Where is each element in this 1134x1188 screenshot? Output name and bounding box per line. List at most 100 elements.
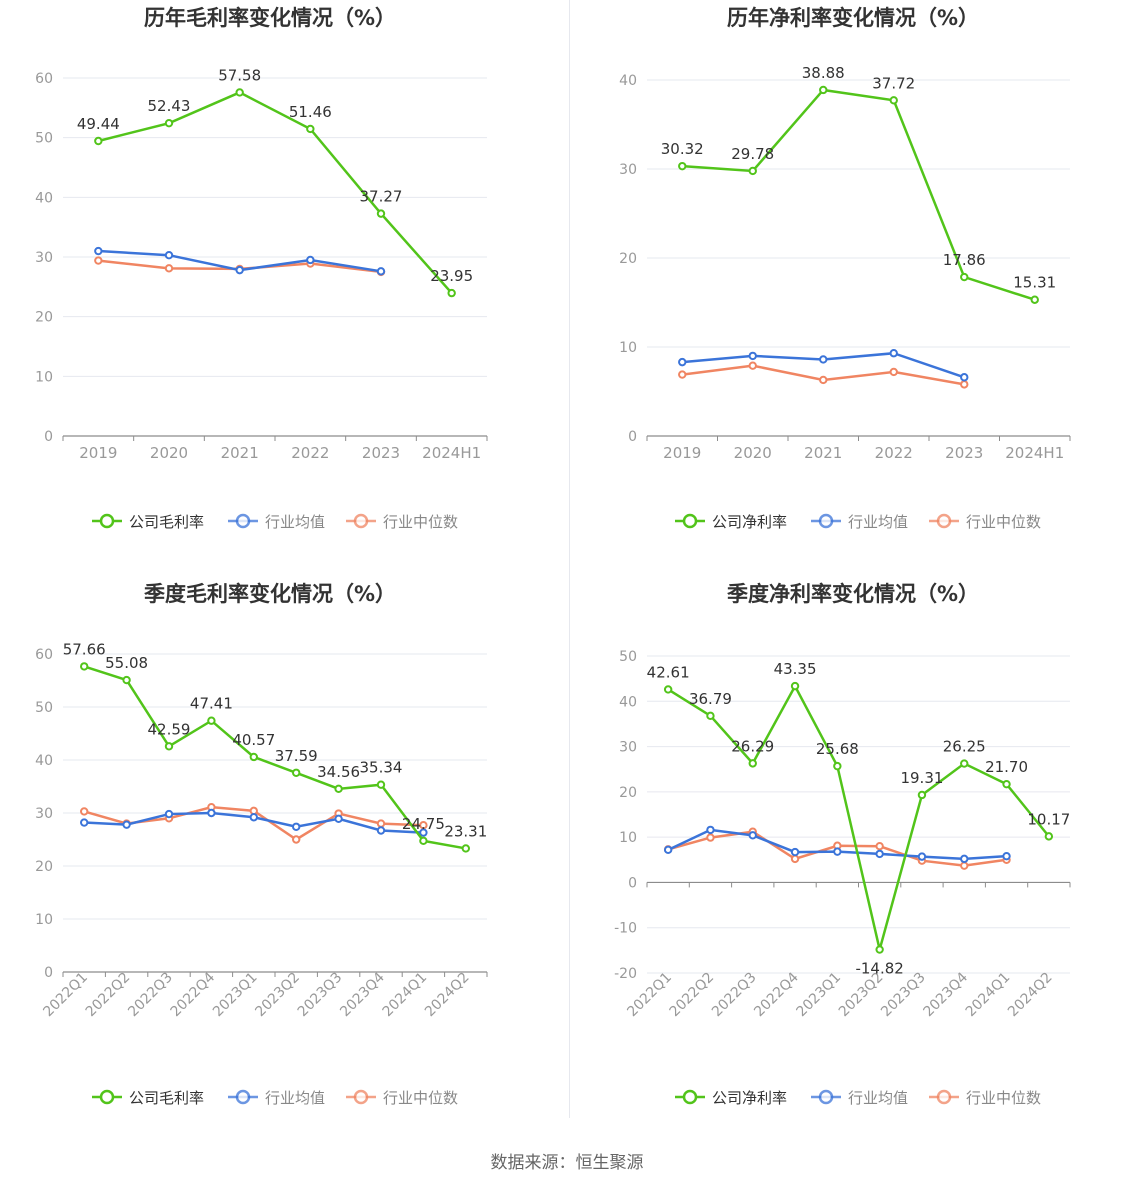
data-point-company xyxy=(376,780,386,789)
data-point-company xyxy=(833,761,842,771)
data-label: 26.29 xyxy=(731,737,774,755)
data-point-avg xyxy=(122,820,131,829)
data-point-avg xyxy=(748,831,757,840)
data-point-avg xyxy=(960,854,969,864)
x-tick-label: 2022 xyxy=(875,444,913,462)
data-point-company xyxy=(235,88,244,97)
legend-swatch-marker xyxy=(682,513,698,529)
data-point-company xyxy=(706,711,715,721)
y-tick-label: 0 xyxy=(628,875,637,891)
x-tick-label: 2021 xyxy=(804,444,842,462)
legend-label: 行业均值 xyxy=(848,1089,908,1107)
x-tick-label: 2022Q2 xyxy=(667,970,718,1021)
data-label: 49.44 xyxy=(77,115,120,133)
data-label: 38.88 xyxy=(802,64,845,82)
data-point-median xyxy=(960,380,969,389)
y-tick-label: -10 xyxy=(614,921,637,937)
chart-quarterly-gross: 季度毛利率变化情况（%）01020304050602022Q12022Q2202… xyxy=(35,582,488,1107)
x-tick-label: 2024Q1 xyxy=(380,970,431,1021)
data-label: 42.59 xyxy=(148,720,191,738)
legend-swatch-marker xyxy=(235,513,251,529)
chart-title: 历年毛利率变化情况（%） xyxy=(144,6,396,30)
legend-label: 行业中位数 xyxy=(966,513,1041,531)
x-tick-label: 2022Q3 xyxy=(125,970,176,1021)
x-tick-label: 2022Q4 xyxy=(168,969,219,1020)
data-point-median xyxy=(292,835,301,844)
x-tick-label: 2020 xyxy=(150,444,188,462)
data-point-avg xyxy=(235,265,244,275)
x-tick-label: 2023 xyxy=(945,444,983,462)
y-tick-label: 60 xyxy=(35,71,53,87)
y-tick-label: 0 xyxy=(44,429,53,445)
x-tick-label: 2023Q4 xyxy=(337,969,388,1020)
legend-item-company: 公司净利率 xyxy=(675,513,787,531)
legend-item-avg: 行业均值 xyxy=(811,1089,908,1107)
panel-divider xyxy=(569,0,570,1118)
legend-swatch-marker xyxy=(99,1089,115,1105)
data-point-avg xyxy=(663,845,673,855)
x-tick-label: 2022Q3 xyxy=(709,970,760,1021)
data-point-median xyxy=(748,361,757,370)
data-point-avg xyxy=(678,357,687,367)
data-label: 26.25 xyxy=(943,738,986,756)
x-tick-label: 2024Q1 xyxy=(963,970,1014,1021)
x-tick-label: 2022Q4 xyxy=(751,969,802,1020)
data-point-company xyxy=(207,716,216,725)
legend-item-company: 公司毛利率 xyxy=(92,1089,204,1107)
data-label: 23.31 xyxy=(444,822,487,840)
data-point-median xyxy=(164,264,174,273)
y-tick-label: 10 xyxy=(619,830,637,846)
legend-label: 公司毛利率 xyxy=(129,513,204,531)
x-tick-label: 2023Q4 xyxy=(920,969,971,1020)
data-point-avg xyxy=(419,828,428,837)
data-point-median xyxy=(678,370,687,379)
legend-label: 行业中位数 xyxy=(383,1089,458,1107)
data-label: 55.08 xyxy=(105,654,148,672)
series-line-company xyxy=(667,683,1050,950)
x-tick-label: 2023Q2 xyxy=(252,970,303,1021)
y-tick-label: 20 xyxy=(619,785,637,801)
y-tick-label: 60 xyxy=(35,647,53,663)
data-point-avg xyxy=(306,255,315,265)
legend-item-median: 行业中位数 xyxy=(346,513,458,531)
data-label: 29.78 xyxy=(731,145,774,163)
data-point-avg xyxy=(833,847,842,856)
legend-swatch-marker xyxy=(936,513,952,529)
data-point-company xyxy=(889,96,898,105)
data-label: 43.35 xyxy=(774,660,817,678)
data-point-avg xyxy=(376,826,386,835)
y-tick-label: 10 xyxy=(35,912,53,928)
data-label: 37.59 xyxy=(275,747,318,765)
data-point-median xyxy=(376,819,386,828)
y-tick-label: 20 xyxy=(35,859,53,875)
legend-swatch-marker xyxy=(235,1089,251,1105)
y-tick-label: 20 xyxy=(619,251,637,267)
data-point-company xyxy=(819,85,828,95)
y-tick-label: 40 xyxy=(35,753,53,769)
chart-annual-gross: 历年毛利率变化情况（%） 0 10 20 30 40 50 60 2019 2020 2021 202… xyxy=(35,6,488,531)
data-label: 15.31 xyxy=(1013,274,1056,292)
data-point-company xyxy=(960,272,969,282)
legend-swatch-marker xyxy=(682,1089,698,1105)
data-label: 17.86 xyxy=(943,251,986,269)
y-tick-label: 40 xyxy=(619,73,637,89)
legend-item-avg: 行业均值 xyxy=(228,1089,325,1107)
data-point-company xyxy=(80,662,89,671)
legend-label: 行业中位数 xyxy=(966,1089,1041,1107)
data-point-avg xyxy=(875,849,884,859)
legend-swatch-marker xyxy=(936,1089,952,1105)
x-tick-label: 2024Q2 xyxy=(1005,970,1056,1021)
legend-label: 行业均值 xyxy=(848,513,908,531)
data-point-company xyxy=(164,118,174,128)
data-point-company xyxy=(306,124,315,134)
data-label: 52.43 xyxy=(148,97,191,115)
y-tick-label: 0 xyxy=(628,429,637,445)
x-tick-label: 2022Q2 xyxy=(83,970,134,1021)
data-label: 37.72 xyxy=(872,74,915,92)
series-line-company xyxy=(682,88,1036,301)
data-point-avg xyxy=(207,808,216,818)
legend-item-median: 行业中位数 xyxy=(929,513,1041,531)
data-point-median xyxy=(80,807,89,816)
data-point-company xyxy=(334,784,343,794)
data-point-median xyxy=(419,820,428,830)
